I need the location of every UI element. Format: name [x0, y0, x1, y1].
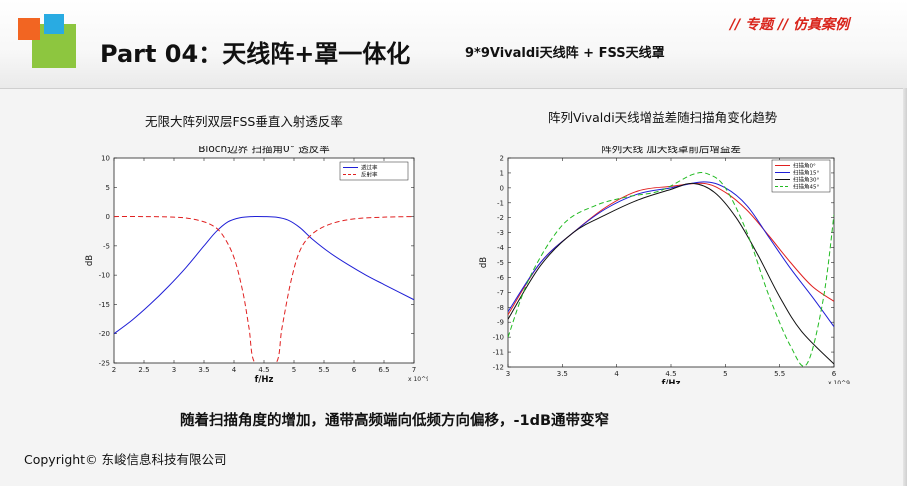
- x-tick-label: 4.5: [665, 370, 676, 378]
- legend-label: 扫描角0°: [793, 162, 816, 170]
- x-tick-label: 3.5: [198, 366, 209, 374]
- x-tick-label: 6: [832, 370, 837, 378]
- x-tick-label: 4: [614, 370, 619, 378]
- series-line-1: [114, 215, 414, 335]
- x-tick-label: 5.5: [774, 370, 785, 378]
- y-tick-label: -9: [497, 319, 504, 327]
- legend-label: 扫描角15°: [793, 169, 819, 177]
- chart-title: Bloch边界 扫描角0° 透反率: [198, 146, 330, 155]
- y-axis-label: dB: [85, 255, 95, 266]
- logo-blue-square: [44, 14, 64, 34]
- y-tick-label: -8: [497, 304, 504, 312]
- x-tick-label: 3.5: [557, 370, 568, 378]
- x-tick-label: 4: [232, 366, 237, 374]
- x-tick-label: 5.5: [318, 366, 329, 374]
- x-tick-label: 6.5: [378, 366, 389, 374]
- y-tick-label: 10: [101, 155, 110, 163]
- y-tick-label: -4: [497, 244, 505, 252]
- x-tick-label: 7: [412, 366, 416, 374]
- page-title: Part 04：天线阵+罩一体化: [100, 40, 411, 68]
- left-chart-caption: 无限大阵列双层FSS垂直入射透反率: [145, 114, 343, 129]
- x-tick-label: 4.5: [258, 366, 269, 374]
- x-exponent-label: x 10^9: [828, 380, 850, 384]
- y-tick-label: -11: [493, 349, 504, 357]
- legend-label: 透过率: [361, 164, 378, 172]
- legend-box: [339, 161, 409, 181]
- legend-label: 扫描角45°: [793, 183, 819, 191]
- gain-difference-chart: 阵列天线 加天线罩前后增益差 3 3.5 4 4.5 5 5.5 6 2 1 0 -1 -2 -3 -4 -5…: [470, 146, 850, 384]
- y-tick-label: -25: [99, 360, 110, 368]
- y-tick-label: 5: [106, 184, 110, 192]
- logo-orange-square: [18, 18, 40, 40]
- x-axis-label: f/Hz: [255, 375, 274, 384]
- y-tick-label: -7: [497, 289, 504, 297]
- y-tick-label: -3: [497, 229, 504, 237]
- right-chart-caption: 阵列Vivaldi天线增益差随扫描角变化趋势: [548, 110, 778, 125]
- copyright-text: Copyright© 东峻信息科技有限公司: [24, 452, 227, 467]
- plot-area: [113, 157, 415, 364]
- x-tick-label: 3: [172, 366, 176, 374]
- y-tick-label: -20: [99, 330, 110, 338]
- page-subtitle: 9*9Vivaldi天线阵 + FSS天线罩: [465, 46, 665, 61]
- x-axis-label: f/Hz: [662, 379, 681, 384]
- y-tick-label: 0: [500, 184, 504, 192]
- slide-edge-shadow: [903, 88, 907, 486]
- section-tag: // 专题 // 仿真案例: [730, 17, 850, 33]
- y-tick-label: 1: [500, 169, 504, 177]
- y-tick-label: 0: [106, 213, 110, 221]
- series-group: [508, 172, 834, 367]
- series-line-4: [508, 172, 834, 367]
- x-tick-label: 2: [112, 366, 116, 374]
- conclusion-note: 随着扫描角度的增加，通带高频端向低频方向偏移，-1dB通带变窄: [180, 413, 610, 429]
- legend-label: 反射率: [361, 171, 378, 179]
- slide-header: Part 04：天线阵+罩一体化 9*9Vivaldi天线阵 + FSS天线罩 …: [0, 0, 907, 89]
- y-tick-label: -10: [99, 272, 110, 280]
- y-tick-label: -15: [99, 301, 110, 309]
- y-tick-label: -10: [493, 334, 504, 342]
- y-tick-label: -5: [497, 259, 504, 267]
- x-tick-label: 2.5: [138, 366, 149, 374]
- series-line-3: [508, 182, 834, 365]
- x-tick-label: 6: [352, 366, 357, 374]
- y-tick-label: -5: [103, 242, 110, 250]
- y-tick-label: 2: [500, 155, 504, 163]
- chart-svg-right: 阵列天线 加天线罩前后增益差 3 3.5 4 4.5 5 5.5 6 2 1 0 -1 -2 -3 -4 -5…: [479, 146, 850, 384]
- y-axis-label: dB: [479, 257, 489, 268]
- chart-svg-left: Bloch边界 扫描角0° 透反率 2 2.5 3 3.5 4 4.5 5 5.5 6 6.5 7 10…: [85, 146, 428, 384]
- series-line-2: [114, 216, 414, 363]
- legend-label: 扫描角30°: [793, 176, 819, 184]
- y-tick-label: -6: [497, 274, 505, 282]
- chart-title: 阵列天线 加天线罩前后增益差: [601, 146, 741, 155]
- x-exponent-label: x 10^9: [408, 376, 428, 383]
- y-tick-label: -1: [497, 199, 504, 207]
- x-tick-label: 5: [292, 366, 296, 374]
- y-tick-label: -2: [497, 214, 504, 222]
- y-tick-label: -12: [493, 364, 504, 372]
- x-tick-label: 3: [506, 370, 510, 378]
- company-logo: [18, 14, 78, 70]
- series-group: [114, 215, 414, 363]
- x-tick-label: 5: [723, 370, 727, 378]
- transmission-reflection-chart: Bloch边界 扫描角0° 透反率 2 2.5 3 3.5 4 4.5 5 5.5 6 6.5 7 10…: [78, 146, 428, 384]
